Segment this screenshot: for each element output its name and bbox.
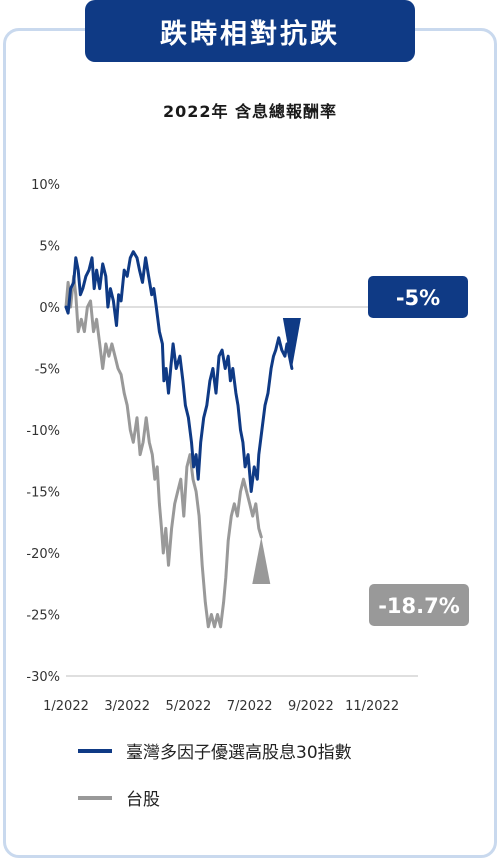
end-label-index-box [368,276,468,318]
x-tick-label: 3/2022 [104,699,150,714]
x-tick-label: 11/2022 [345,699,399,714]
legend-label-taiex: 台股 [126,790,160,810]
y-tick-label: 5% [39,240,60,255]
header-title: 跌時相對抗跌 [160,18,340,50]
y-tick-label: 10% [31,178,60,193]
chart-title: 2022年 含息總報酬率 [162,102,338,121]
series-line-index [64,250,294,493]
legend-item-taiex: 台股 [78,785,160,810]
chart-card [3,28,497,858]
x-tick-label: 9/2022 [288,699,334,714]
header-banner: 跌時相對抗跌 [85,0,415,62]
y-tick-label: -30% [26,670,60,685]
x-tick-label: 1/2022 [43,699,89,714]
y-tick-label: -15% [26,486,60,501]
y-tick-label: -20% [26,547,60,562]
x-tick-label: 7/2022 [227,699,273,714]
series-line-taiex [64,274,263,629]
y-tick-label: 0% [39,301,60,316]
x-tick-label: 5/2022 [166,699,212,714]
y-tick-label: -10% [26,424,60,439]
y-tick-label: -25% [26,609,60,624]
end-label-index-text: -5% [396,286,440,310]
end-label-index-pointer [282,318,301,369]
legend-swatch-index [78,748,112,753]
end-label-taiex-pointer [252,537,271,584]
y-tick-label: -5% [35,363,60,378]
end-label-taiex-text: -18.7% [378,594,460,618]
end-label-taiex-box [369,584,469,626]
legend-item-index: 臺灣多因子優選高股息30指數 [78,738,352,763]
legend-swatch-taiex [78,795,112,800]
legend-label-index: 臺灣多因子優選高股息30指數 [126,743,352,763]
